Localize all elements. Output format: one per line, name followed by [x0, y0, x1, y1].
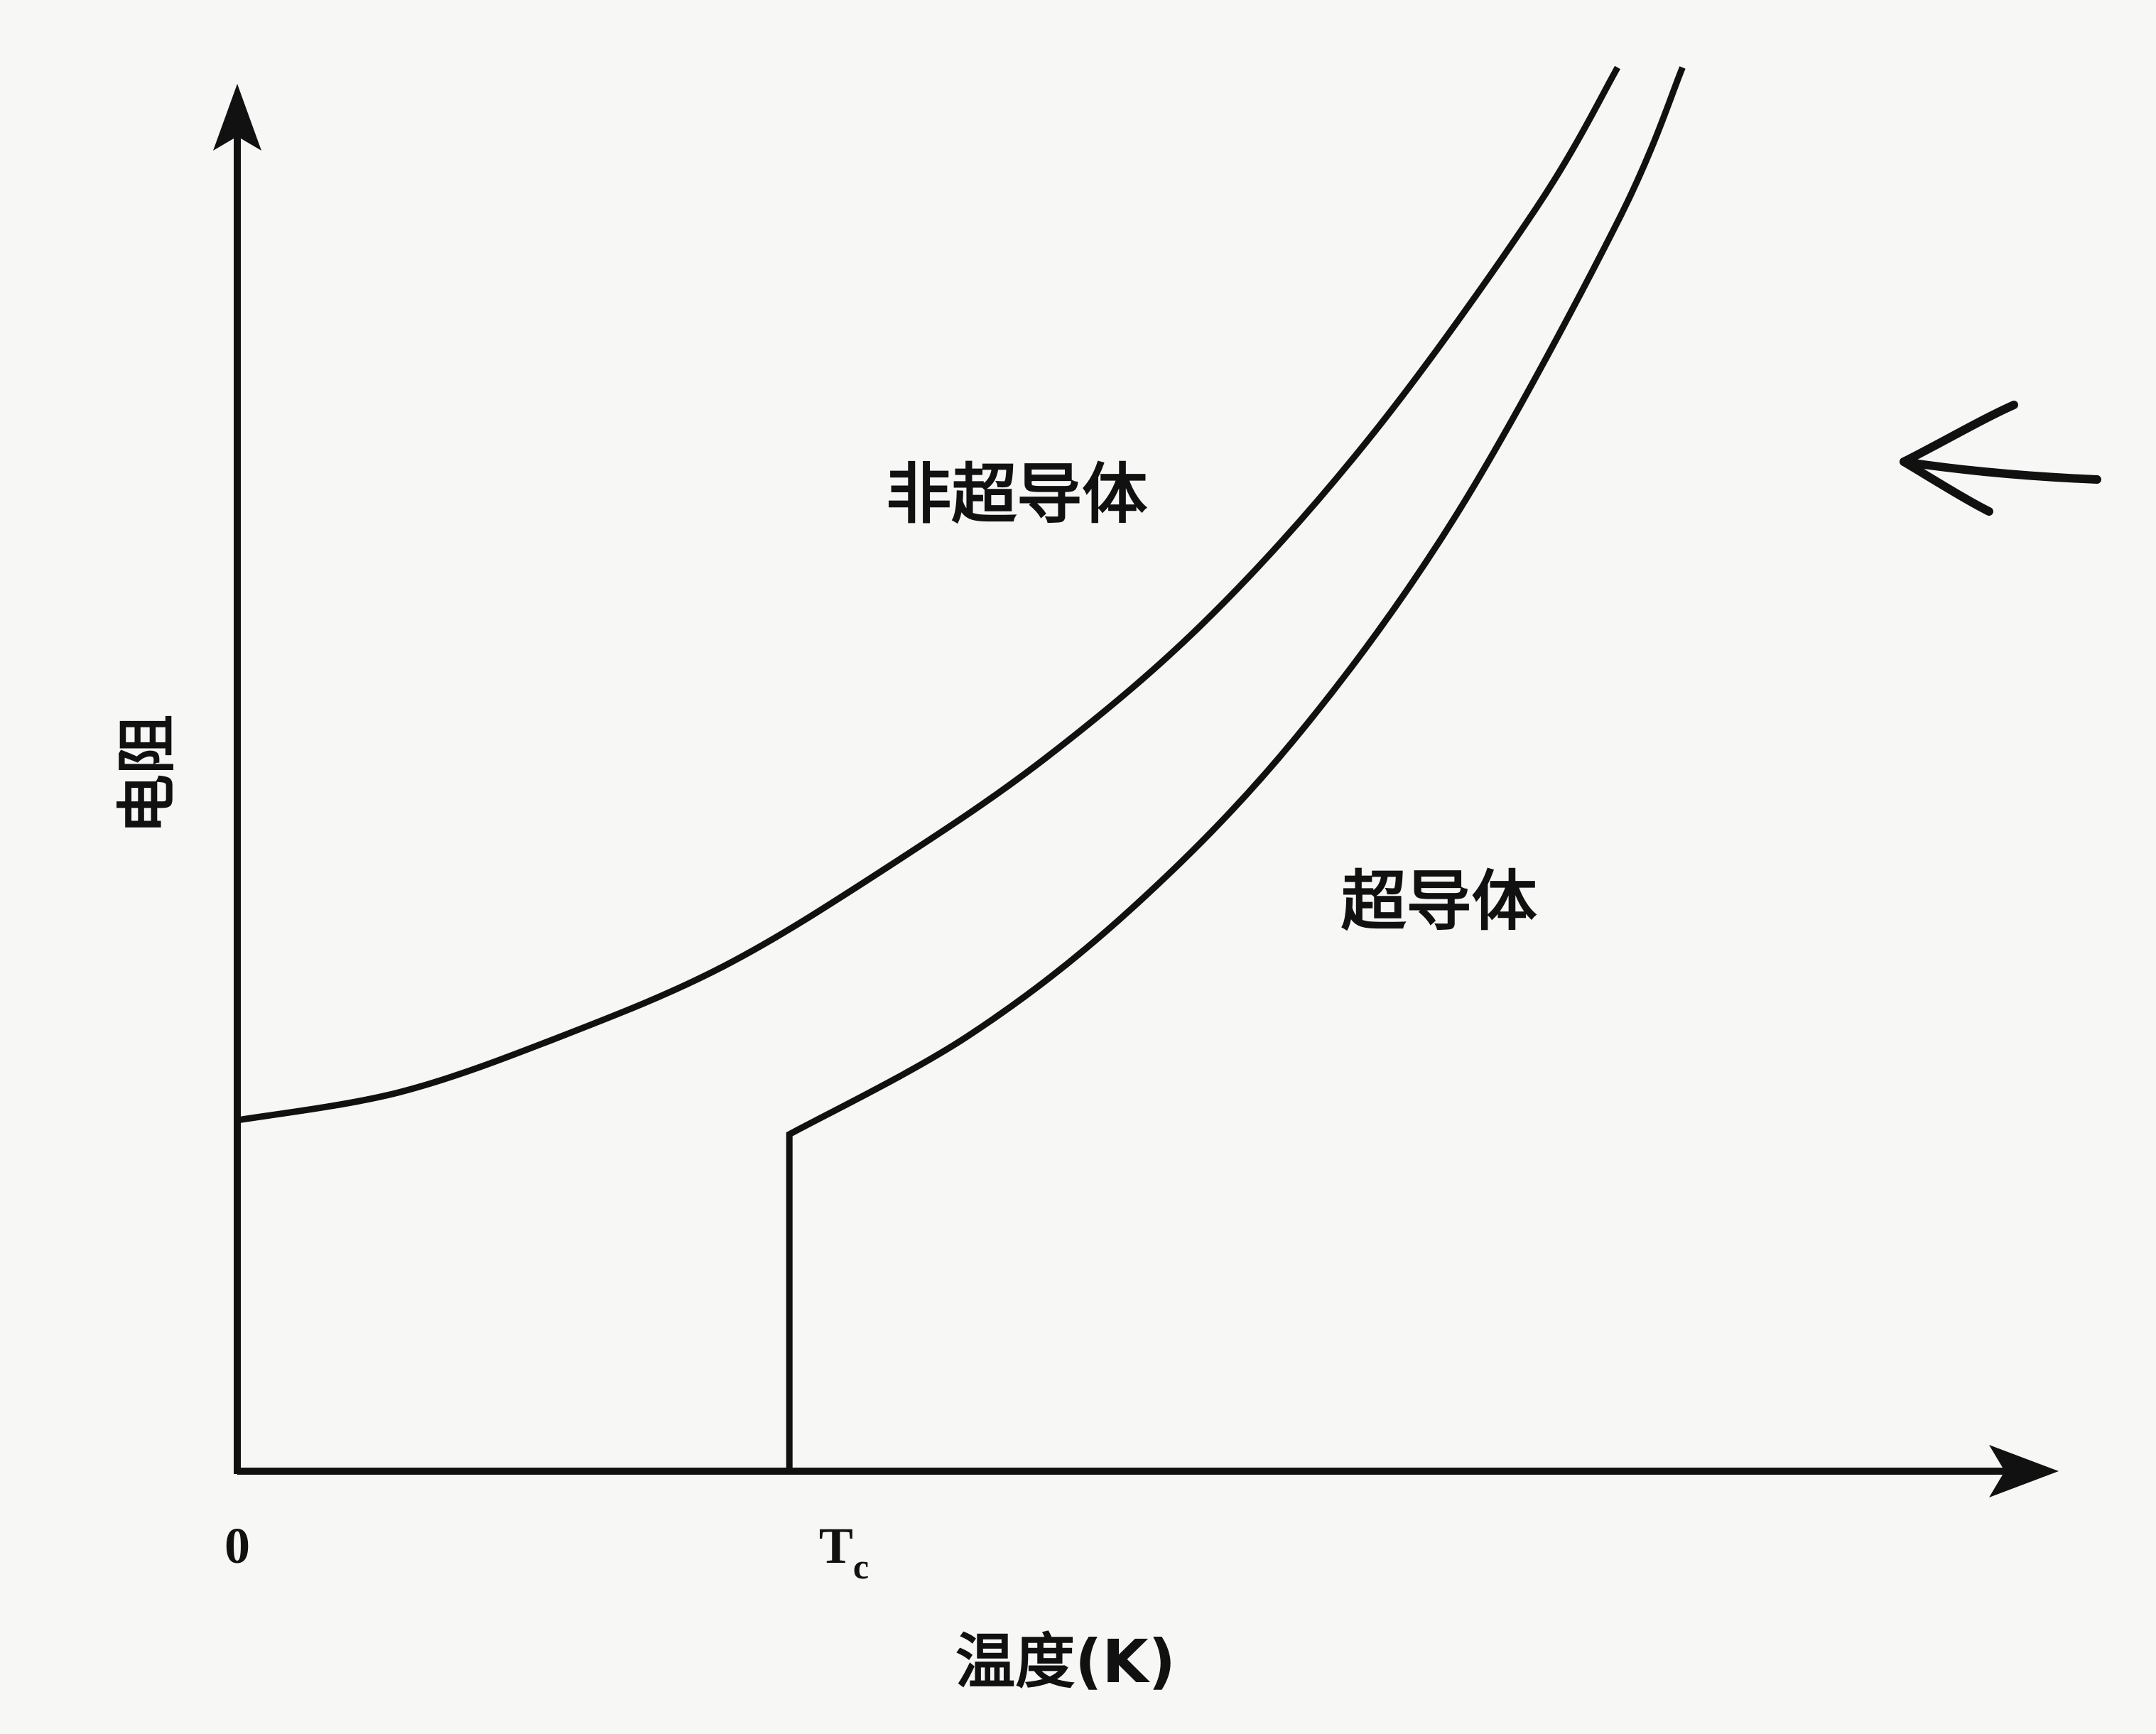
series-line-non-superconductor: [237, 65, 1620, 1124]
x-axis-arrowhead: [1989, 1445, 2059, 1497]
tick-label-tc-subscript: c: [853, 1546, 869, 1586]
tick-label-origin: 0: [224, 1517, 250, 1574]
series-line-superconductor: [786, 66, 1686, 1471]
hand-drawn-arrow-left-icon: [1900, 401, 2101, 516]
y-axis-arrowhead: [213, 84, 261, 151]
axes: [213, 84, 2059, 1497]
x-axis-label: 温度(K): [955, 1627, 1176, 1696]
curve-annotations: 非超导体 超导体: [886, 456, 1537, 939]
tick-labels: 0 Tc: [224, 1517, 869, 1586]
tick-label-tc: Tc: [819, 1517, 869, 1586]
series-layer: [237, 65, 1686, 1471]
annotation-non-superconductor: 非超导体: [886, 456, 1147, 532]
annotation-superconductor: 超导体: [1341, 863, 1537, 939]
y-axis-label: 电阻: [112, 715, 182, 834]
tick-label-tc-main: T: [819, 1517, 853, 1574]
